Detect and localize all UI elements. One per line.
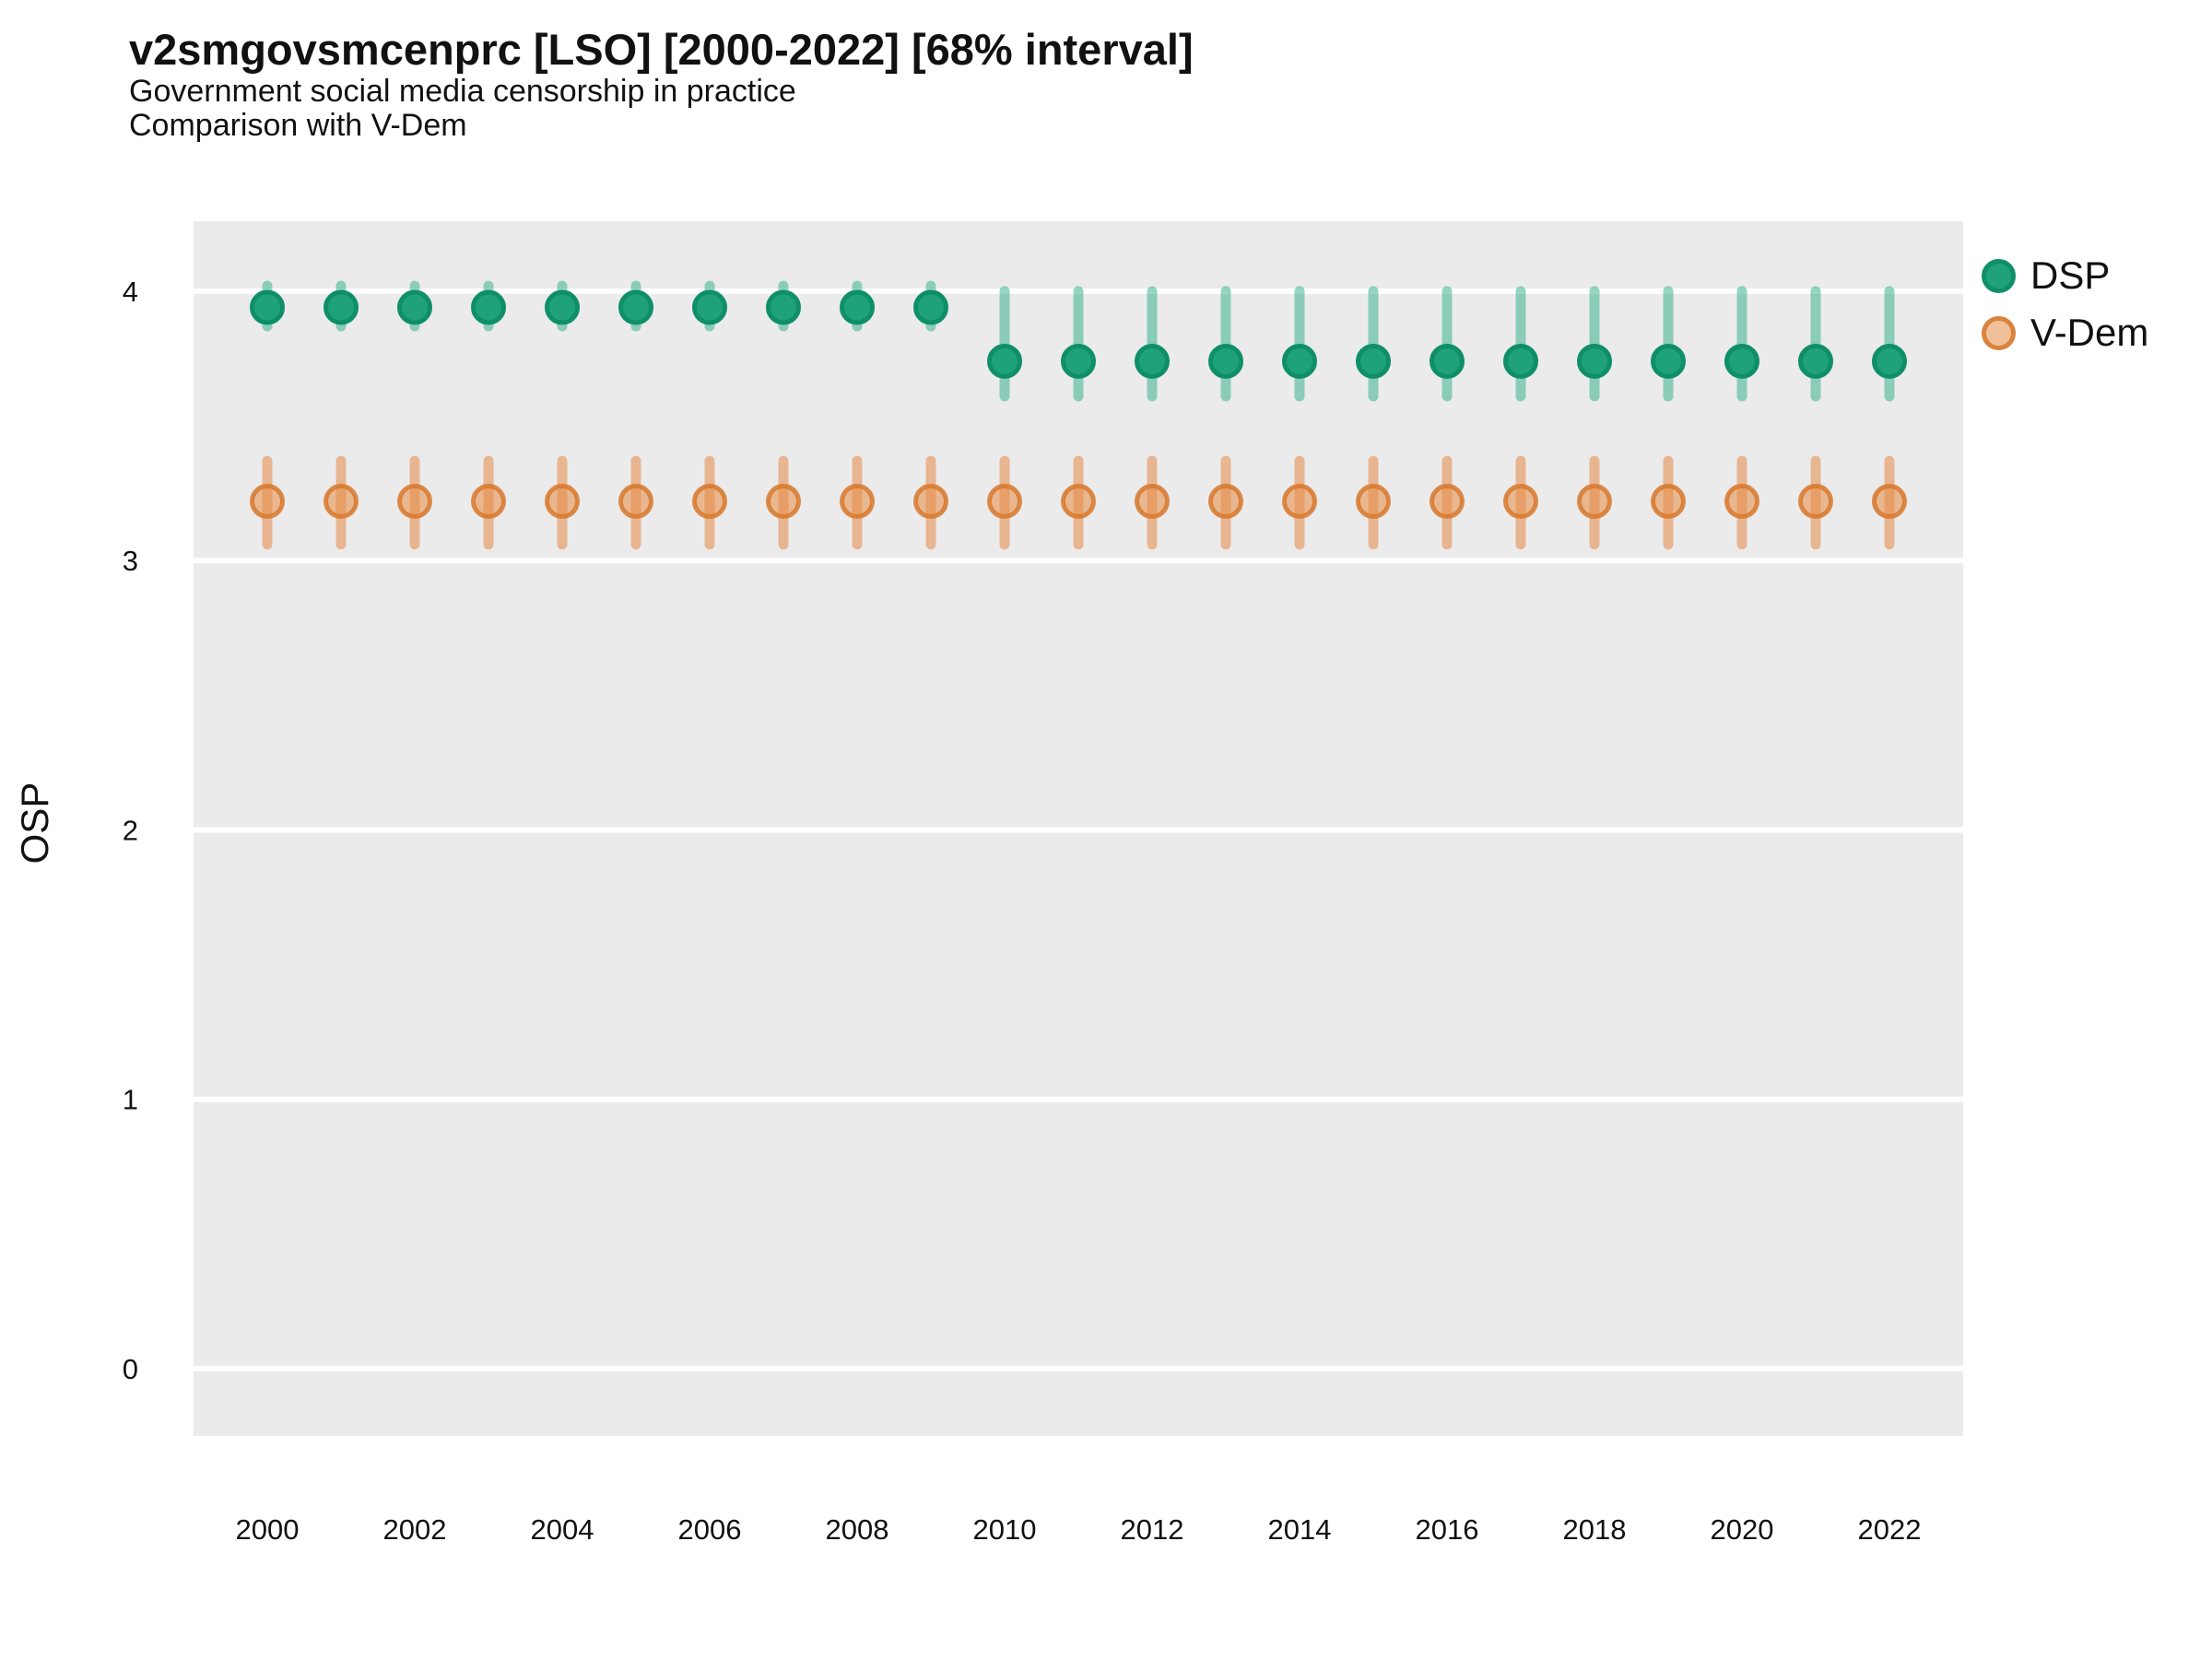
vdem-point-2017 xyxy=(1503,483,1538,519)
legend: DSP V-Dem xyxy=(1982,251,2148,358)
vdem-point-2009 xyxy=(913,483,948,519)
dsp-point-2020 xyxy=(1724,343,1759,379)
vdem-point-2016 xyxy=(1430,483,1465,519)
dsp-point-2001 xyxy=(324,289,359,325)
vdem-legend-dot-icon xyxy=(1982,315,2016,350)
x-tick-label-2016: 2016 xyxy=(1416,1513,1479,1546)
dsp-point-2011 xyxy=(1061,343,1096,379)
dsp-point-2014 xyxy=(1282,343,1317,379)
dsp-point-2010 xyxy=(987,343,1022,379)
dsp-point-2002 xyxy=(397,289,432,325)
x-tick-label-2008: 2008 xyxy=(826,1513,889,1546)
vdem-point-2013 xyxy=(1208,483,1243,519)
vdem-point-2020 xyxy=(1724,483,1759,519)
vdem-point-2022 xyxy=(1872,483,1907,519)
legend-item-vdem: V-Dem xyxy=(1982,308,2148,358)
chart-subtitle-line1: Government social media censorship in pr… xyxy=(129,74,796,109)
vdem-point-2019 xyxy=(1651,483,1686,519)
x-tick-label-2002: 2002 xyxy=(383,1513,447,1546)
vdem-point-2008 xyxy=(840,483,875,519)
y-tick-label-0: 0 xyxy=(123,1353,138,1385)
vdem-point-2011 xyxy=(1061,483,1096,519)
vdem-point-2001 xyxy=(324,483,359,519)
y-tick-label-1: 1 xyxy=(123,1084,138,1116)
vdem-point-2005 xyxy=(618,483,653,519)
vdem-point-2014 xyxy=(1282,483,1317,519)
dsp-point-2017 xyxy=(1503,343,1538,379)
x-tick-label-2014: 2014 xyxy=(1268,1513,1332,1546)
vdem-point-2010 xyxy=(987,483,1022,519)
y-axis-label: OSP xyxy=(13,782,56,865)
vdem-point-2012 xyxy=(1135,483,1170,519)
x-tick-label-2012: 2012 xyxy=(1121,1513,1184,1546)
vdem-point-2003 xyxy=(471,483,506,519)
dsp-point-2009 xyxy=(913,289,948,325)
dsp-point-2018 xyxy=(1577,343,1612,379)
x-tick-label-2020: 2020 xyxy=(1711,1513,1774,1546)
vdem-point-2002 xyxy=(397,483,432,519)
y-tick-label-4: 4 xyxy=(123,276,138,308)
chart-title: v2smgovsmcenprc [LSO] [2000-2022] [68% i… xyxy=(129,25,1194,74)
dsp-point-2016 xyxy=(1430,343,1465,379)
dsp-point-2019 xyxy=(1651,343,1686,379)
y-tick-label-3: 3 xyxy=(123,545,138,577)
y-tick-label-2: 2 xyxy=(123,814,138,846)
dsp-point-2012 xyxy=(1135,343,1170,379)
vdem-point-2006 xyxy=(692,483,727,519)
dsp-point-2000 xyxy=(250,289,285,325)
x-tick-label-2000: 2000 xyxy=(236,1513,300,1546)
x-tick-label-2006: 2006 xyxy=(678,1513,742,1546)
dsp-point-2003 xyxy=(471,289,506,325)
x-tick-label-2018: 2018 xyxy=(1563,1513,1627,1546)
dsp-point-2008 xyxy=(840,289,875,325)
vdem-point-2007 xyxy=(766,483,801,519)
x-tick-label-2022: 2022 xyxy=(1858,1513,1922,1546)
vdem-point-2021 xyxy=(1798,483,1833,519)
legend-label-dsp: DSP xyxy=(2030,253,2111,297)
vdem-point-2000 xyxy=(250,483,285,519)
dsp-point-2004 xyxy=(545,289,580,325)
legend-item-dsp: DSP xyxy=(1982,251,2148,300)
dsp-legend-dot-icon xyxy=(1982,258,2016,293)
dsp-point-2007 xyxy=(766,289,801,325)
dsp-point-2006 xyxy=(692,289,727,325)
x-tick-label-2004: 2004 xyxy=(531,1513,594,1546)
dsp-point-2013 xyxy=(1208,343,1243,379)
dsp-point-2015 xyxy=(1356,343,1391,379)
x-tick-label-2010: 2010 xyxy=(973,1513,1037,1546)
dsp-point-2021 xyxy=(1798,343,1833,379)
chart-subtitle-line2: Comparison with V-Dem xyxy=(129,108,467,143)
dsp-point-2022 xyxy=(1872,343,1907,379)
vdem-point-2018 xyxy=(1577,483,1612,519)
legend-label-vdem: V-Dem xyxy=(2030,311,2149,354)
dsp-point-2005 xyxy=(618,289,653,325)
vdem-point-2015 xyxy=(1356,483,1391,519)
vdem-point-2004 xyxy=(545,483,580,519)
